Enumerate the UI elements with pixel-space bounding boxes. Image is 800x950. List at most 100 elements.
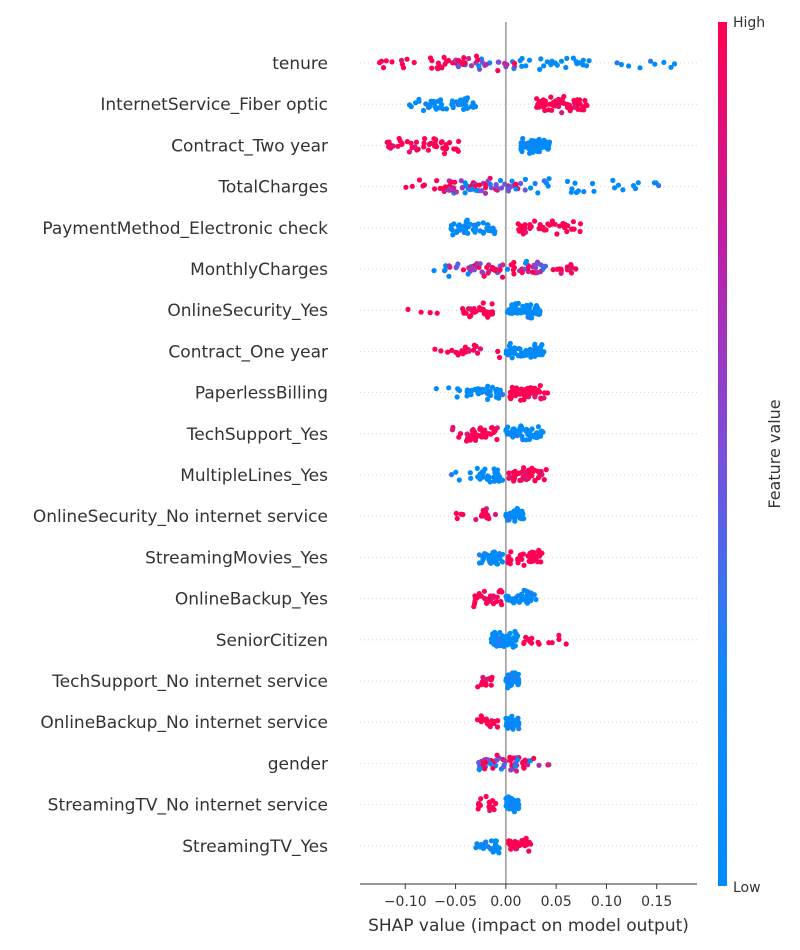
shap-point	[484, 676, 490, 682]
shap-point	[503, 758, 509, 764]
shap-point	[558, 58, 565, 64]
shap-point	[462, 344, 468, 350]
shap-point	[502, 181, 508, 187]
feature-labels: tenure InternetService_Fiber optic Contrac…	[33, 54, 328, 857]
shap-point	[444, 145, 450, 151]
shap-point	[482, 759, 488, 765]
shap-point	[541, 264, 547, 270]
shap-point	[494, 724, 501, 730]
shap-point	[521, 465, 527, 471]
shap-point	[468, 475, 474, 481]
x-tick-label: 0.15	[641, 894, 672, 910]
shap-point	[479, 269, 485, 275]
shap-point	[513, 768, 520, 774]
shap-point	[538, 559, 544, 565]
shap-point	[539, 428, 545, 434]
shap-point	[541, 63, 547, 69]
shap-point	[515, 557, 521, 563]
shap-point	[435, 98, 441, 104]
shap-point	[510, 267, 516, 273]
shap-point	[477, 305, 483, 311]
shap-point	[398, 57, 405, 64]
shap-point	[577, 221, 584, 227]
shap-point	[484, 264, 490, 270]
shap-point	[505, 514, 511, 520]
shap-point	[506, 554, 512, 560]
shap-point	[494, 757, 500, 763]
shap-point	[468, 63, 474, 69]
shap-point	[479, 386, 486, 393]
shap-point	[471, 306, 477, 312]
shap-point	[488, 682, 494, 688]
shap-point	[484, 476, 490, 482]
colorbar: High Low Feature value	[718, 15, 784, 896]
shap-point	[454, 394, 460, 400]
shap-point	[503, 428, 509, 434]
shap-point	[469, 186, 475, 192]
shap-point	[400, 65, 407, 71]
shap-point	[493, 389, 499, 396]
shap-point	[523, 348, 529, 354]
shap-point	[514, 433, 520, 439]
shap-point	[535, 424, 542, 430]
shap-point	[473, 596, 479, 602]
shap-point	[519, 433, 525, 439]
shap-point	[523, 352, 530, 358]
shap-point	[467, 221, 473, 227]
feature-label: PaperlessBilling	[195, 384, 328, 404]
shap-point	[452, 179, 458, 185]
shap-point	[531, 755, 537, 762]
shap-point	[442, 184, 448, 190]
feature-label: MonthlyCharges	[190, 260, 328, 280]
shap-point	[441, 54, 447, 61]
shap-point	[458, 101, 465, 107]
shap-point	[480, 674, 486, 680]
shap-point	[612, 185, 618, 191]
shap-point	[481, 311, 487, 317]
shap-point	[473, 187, 479, 193]
shap-point	[484, 600, 490, 606]
shap-point	[403, 184, 409, 190]
shap-point	[474, 717, 481, 723]
shap-point	[546, 107, 552, 113]
shap-point	[572, 180, 578, 186]
shap-point	[488, 845, 494, 852]
shap-point	[568, 270, 575, 276]
shap-point	[511, 271, 517, 277]
shap-point	[561, 222, 568, 228]
shap-point	[558, 270, 564, 276]
shap-point	[500, 262, 506, 268]
shap-point	[528, 590, 534, 596]
shap-point	[395, 143, 401, 149]
shap-point	[469, 436, 475, 442]
shap-point	[413, 139, 420, 145]
shap-point	[548, 94, 554, 100]
shap-point	[532, 218, 538, 224]
shap-point	[491, 641, 497, 647]
shap-point	[488, 838, 495, 844]
shap-point	[530, 269, 536, 275]
shap-point	[380, 65, 387, 71]
shap-point	[461, 310, 467, 316]
shap-point	[522, 222, 528, 228]
shap-point	[504, 266, 511, 272]
shap-point	[476, 591, 482, 597]
feature-label: OnlineBackup_No internet service	[40, 713, 328, 733]
shap-point	[490, 631, 496, 637]
shap-point	[513, 186, 519, 192]
shap-point	[540, 97, 546, 103]
shap-point	[532, 477, 538, 483]
shap-point	[517, 58, 523, 64]
shap-point	[564, 178, 571, 184]
shap-point	[528, 387, 535, 393]
shap-point	[475, 474, 481, 480]
shap-point	[497, 587, 504, 594]
shap-point	[475, 801, 482, 807]
shap-point	[494, 436, 500, 443]
shap-point	[508, 262, 514, 268]
shap-point	[478, 796, 484, 802]
shap-point	[496, 635, 502, 641]
shap-point	[404, 56, 410, 62]
shap-point	[438, 348, 444, 354]
shap-point	[513, 598, 520, 604]
